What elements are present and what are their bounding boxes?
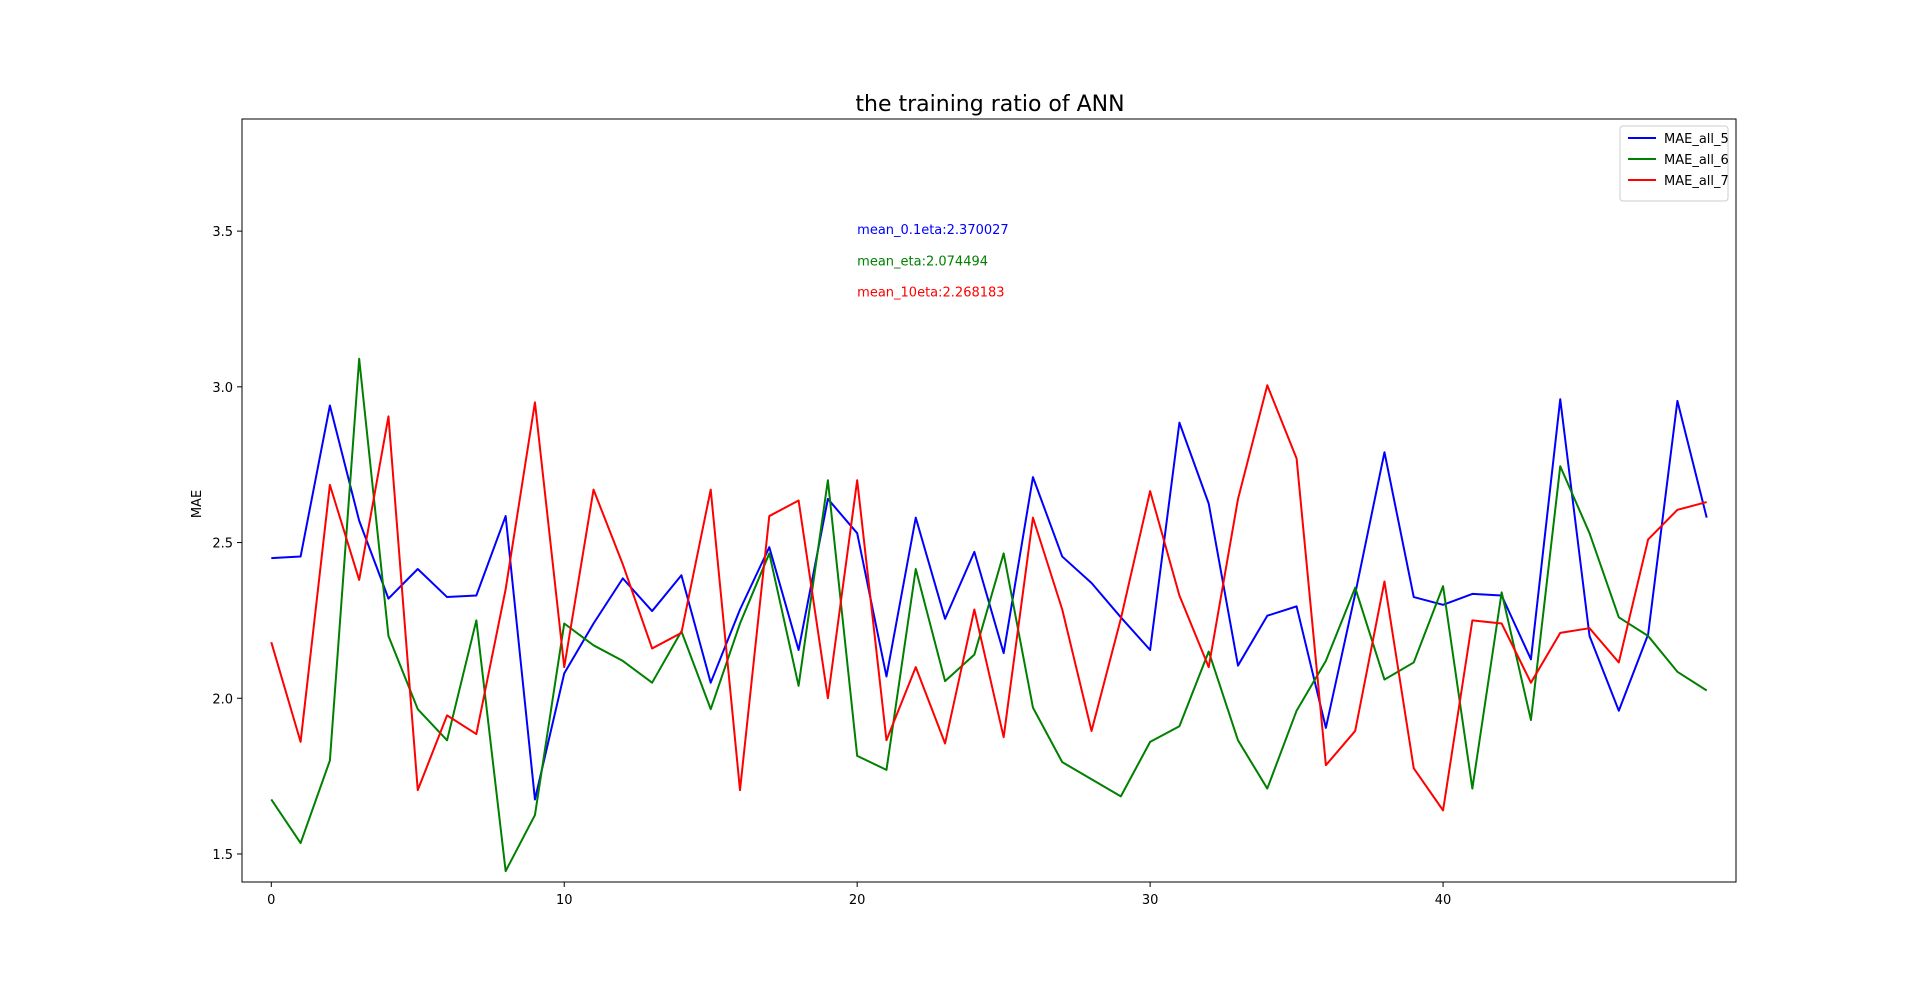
legend-box — [1619, 125, 1729, 202]
y-tick-label: 1.5 — [212, 848, 233, 863]
x-tick-label: 0 — [267, 893, 275, 908]
mean-annotation-3: mean_10eta:2.268183 — [857, 286, 1004, 301]
y-tick-label: 3.0 — [212, 381, 233, 396]
series-line-3 — [270, 384, 1707, 812]
y-tick-label: 2.5 — [212, 537, 233, 552]
series-line-2 — [270, 357, 1708, 873]
x-tick-label: 10 — [556, 893, 573, 908]
y-tick-label: 2.0 — [212, 692, 233, 707]
y-axis: 1.5 2.0 2.5 3.0 3.5 — [212, 225, 242, 863]
y-tick-label: 3.5 — [212, 225, 233, 240]
y-axis-label: MAE — [190, 490, 205, 518]
x-tick-label: 20 — [849, 893, 866, 908]
mean-annotation-1: mean_0.1eta:2.370027 — [857, 223, 1009, 238]
annotation-layer: mean_0.1eta:2.370027 mean_eta:2.074494mea… — [857, 223, 1009, 300]
x-tick-label: 30 — [1142, 893, 1159, 908]
mean-annotation-2: mean_eta:2.074494 — [857, 254, 988, 269]
series-line-1 — [271, 398, 1708, 801]
legend-label-2: MAE_all_6 — [1664, 153, 1729, 168]
plot-frame — [241, 118, 1737, 883]
series-layer — [270, 357, 1708, 873]
x-tick-label: 40 — [1435, 893, 1452, 908]
legend-label-1: MAE_all_5 — [1664, 132, 1729, 147]
x-axis: 0 10 20 30 40 — [267, 882, 1451, 908]
legend: MAE_all_5 MAE_all_6 MAE_all_7 — [1619, 125, 1729, 202]
legend-label-3: MAE_all_7 — [1664, 174, 1729, 189]
chart-title: the training ratio of ANN — [855, 92, 1124, 117]
